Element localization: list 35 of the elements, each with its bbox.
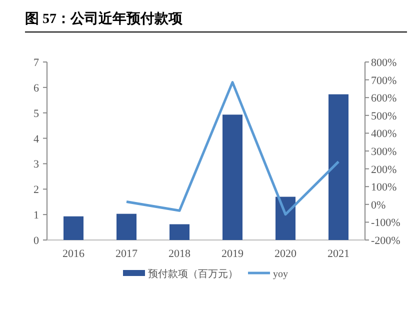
x-tick-label: 2016	[62, 248, 85, 260]
y-tick-label: 2	[34, 184, 39, 196]
y2-tick-label: -100%	[371, 217, 400, 230]
x-tick-label: 2019	[222, 248, 244, 260]
y-tick-label: 1	[34, 210, 39, 222]
bar	[170, 224, 190, 240]
line-series	[125, 81, 340, 216]
y2-tick-label: 600%	[371, 92, 397, 105]
y2-tick-label: 200%	[371, 164, 397, 176]
y-tick-label: 5	[34, 108, 40, 120]
y-tick-label: 7	[34, 57, 40, 69]
y2-tick-label: 800%	[371, 57, 397, 69]
legend-label: 预付款项（百万元）	[148, 269, 238, 280]
y2-tick-label: 100%	[371, 182, 397, 194]
y-tick-label: 4	[34, 133, 40, 146]
x-tick-label: 2018	[168, 248, 191, 260]
y2-tick-label: 700%	[371, 74, 397, 87]
legend-label: yoy	[273, 269, 288, 280]
y2-tick-label: 300%	[371, 146, 397, 158]
bar	[116, 214, 136, 240]
x-tick-label: 2017	[116, 248, 138, 260]
y2-tick-label: 500%	[371, 110, 397, 122]
bar	[64, 216, 84, 240]
y2-tick-label: -200%	[371, 235, 400, 247]
bar	[276, 196, 296, 240]
y-tick-label: 0	[34, 235, 40, 247]
y2-tick-label: 0%	[371, 199, 386, 212]
chart-title: 图 57：公司近年预付款项	[25, 10, 184, 27]
x-tick-label: 2021	[328, 248, 350, 260]
x-tick-label: 2020	[274, 248, 297, 260]
y-tick-label: 3	[34, 158, 40, 171]
bar	[328, 94, 348, 240]
bar	[222, 114, 242, 240]
y-tick-label: 6	[34, 82, 40, 94]
y2-tick-label: 400%	[371, 128, 397, 140]
